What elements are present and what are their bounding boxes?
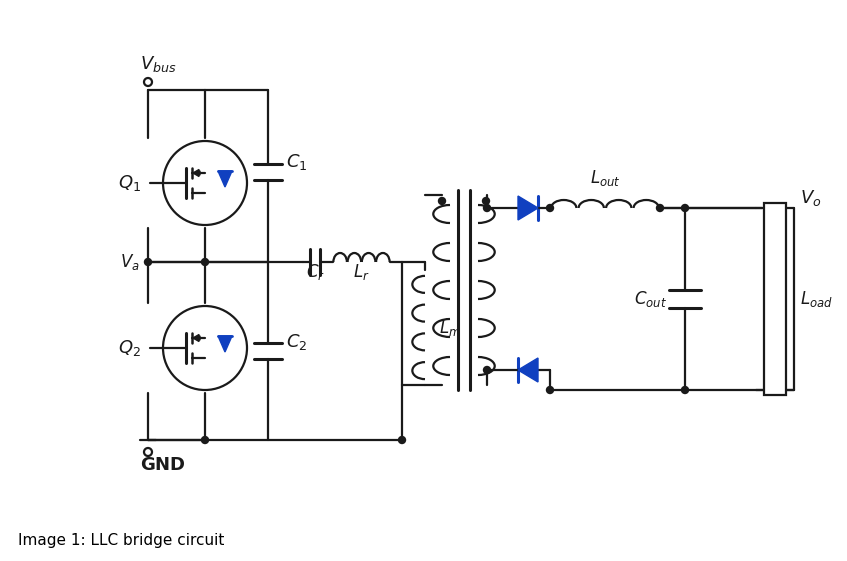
- Text: $C_{out}$: $C_{out}$: [634, 289, 667, 309]
- Circle shape: [144, 78, 152, 86]
- Circle shape: [439, 197, 446, 205]
- Polygon shape: [218, 336, 232, 352]
- Circle shape: [546, 387, 553, 393]
- Text: $V_{bus}$: $V_{bus}$: [140, 54, 177, 74]
- Polygon shape: [518, 358, 538, 382]
- Text: Image 1: LLC bridge circuit: Image 1: LLC bridge circuit: [18, 532, 224, 548]
- FancyArrow shape: [193, 169, 200, 177]
- Circle shape: [484, 205, 490, 211]
- Circle shape: [484, 366, 490, 374]
- Text: $Q_1$: $Q_1$: [118, 173, 141, 193]
- Text: $Q_2$: $Q_2$: [118, 338, 141, 358]
- Text: $C_2$: $C_2$: [286, 332, 307, 352]
- Text: $V_o$: $V_o$: [800, 188, 822, 208]
- Bar: [764, 203, 786, 395]
- Text: $L_r$: $L_r$: [353, 262, 370, 282]
- Circle shape: [202, 436, 208, 444]
- Polygon shape: [518, 196, 538, 220]
- Text: $L_m$: $L_m$: [439, 318, 461, 338]
- Text: $V_a$: $V_a$: [120, 252, 140, 272]
- Text: $\mathbf{GND}$: $\mathbf{GND}$: [140, 456, 185, 474]
- Text: $C_1$: $C_1$: [286, 152, 307, 172]
- Circle shape: [202, 259, 208, 265]
- Text: $L_{out}$: $L_{out}$: [590, 168, 620, 188]
- Circle shape: [144, 448, 152, 456]
- Text: $C_r$: $C_r$: [306, 262, 324, 282]
- Circle shape: [682, 205, 689, 211]
- Circle shape: [145, 259, 152, 265]
- Circle shape: [398, 436, 406, 444]
- Polygon shape: [218, 171, 232, 187]
- Circle shape: [656, 205, 663, 211]
- Text: $L_{oad}$: $L_{oad}$: [800, 289, 833, 309]
- Circle shape: [483, 197, 490, 205]
- FancyArrow shape: [193, 334, 200, 342]
- Circle shape: [682, 387, 689, 393]
- Circle shape: [546, 205, 553, 211]
